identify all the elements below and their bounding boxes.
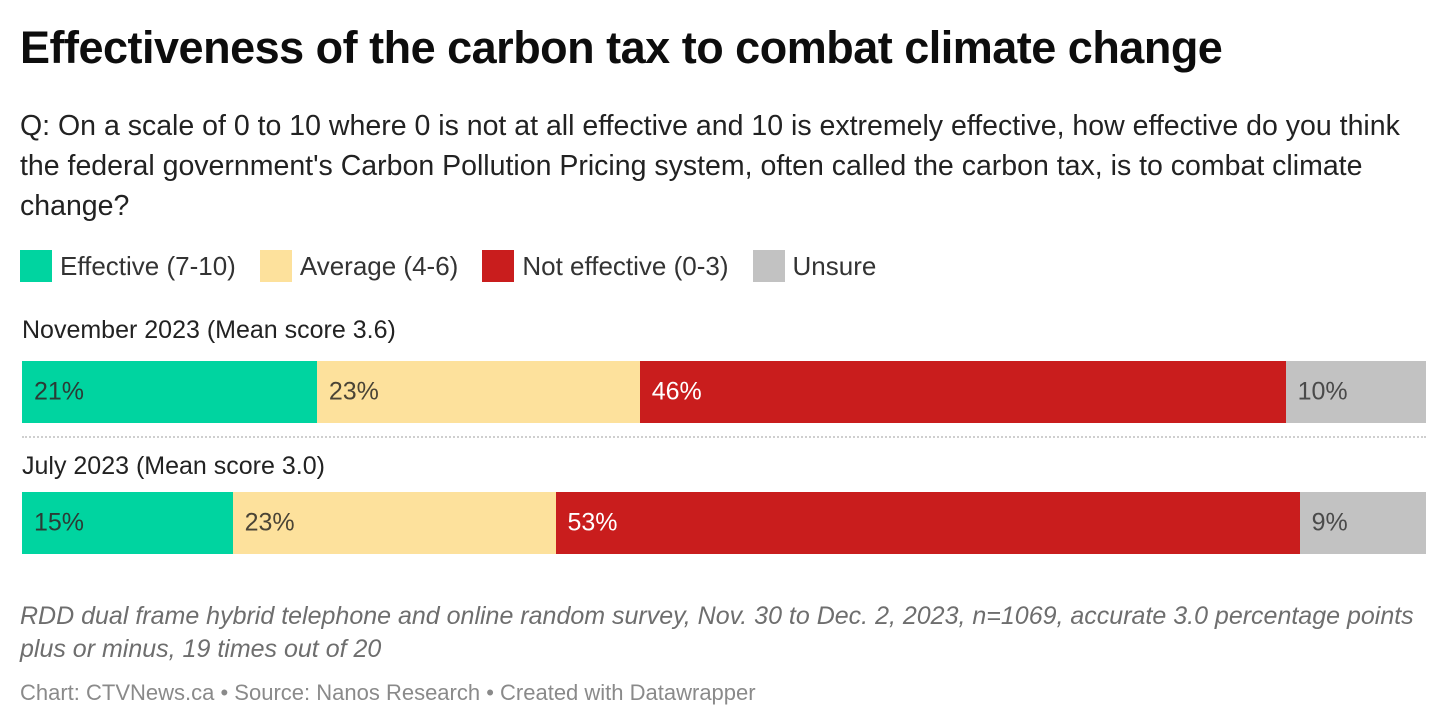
bar-value-label: 46%: [651, 377, 702, 406]
bar-november-2023: 21% 23% 46% 10%: [22, 361, 1426, 423]
row-label-july-2023: July 2023 (Mean score 3.0): [22, 452, 325, 480]
bar-value-label: 53%: [567, 508, 618, 537]
chart-title: Effectiveness of the carbon tax to comba…: [20, 22, 1223, 73]
bar-segment-unsure: 9%: [1299, 492, 1426, 554]
survey-notes: RDD dual frame hybrid telephone and onli…: [20, 602, 1414, 663]
bar-value-label: 9%: [1311, 508, 1348, 537]
bar-july-2023: 15% 23% 53% 9%: [22, 492, 1426, 554]
legend-label-not-effective: Not effective (0-3): [522, 250, 729, 281]
legend-label-effective: Effective (7-10): [60, 250, 236, 281]
legend-label-unsure: Unsure: [792, 250, 877, 281]
chart-subtitle: Q: On a scale of 0 to 10 where 0 is not …: [20, 110, 1400, 222]
bar-value-label: 21%: [34, 377, 85, 406]
bar-value-label: 15%: [34, 508, 85, 537]
row-divider: [22, 436, 1426, 438]
bar-value-label: 10%: [1297, 377, 1348, 406]
bar-segment-not-effective-0-3: 53%: [555, 492, 1300, 554]
chart-byline: Chart: CTVNews.ca • Source: Nanos Resear…: [20, 680, 756, 705]
bar-value-label: 23%: [328, 377, 379, 406]
legend-swatch-effective: [20, 250, 52, 282]
bar-value-label: 23%: [244, 508, 295, 537]
bar-segment-effective-7-10: 15%: [22, 492, 233, 554]
legend-label-average: Average (4-6): [299, 250, 459, 281]
bar-segment-not-effective-0-3: 46%: [639, 361, 1286, 423]
bar-segment-unsure: 10%: [1285, 361, 1426, 423]
bar-segment-effective-7-10: 21%: [22, 361, 317, 423]
legend-swatch-average: [259, 250, 292, 282]
bar-segment-average-4-6: 23%: [232, 492, 556, 554]
legend-item-not-effective: Not effective (0-3): [482, 250, 729, 282]
legend-swatch-unsure: [752, 250, 785, 282]
bar-segment-average-4-6: 23%: [316, 361, 640, 423]
legend-item-unsure: Unsure: [752, 250, 877, 282]
legend-swatch-not-effective: [482, 250, 515, 282]
legend-item-average: Average (4-6): [259, 250, 459, 282]
legend: Effective (7-10) Average (4-6) Not effec…: [20, 250, 900, 282]
row-label-november-2023: November 2023 (Mean score 3.6): [22, 316, 396, 344]
legend-item-effective: Effective (7-10): [20, 250, 236, 282]
